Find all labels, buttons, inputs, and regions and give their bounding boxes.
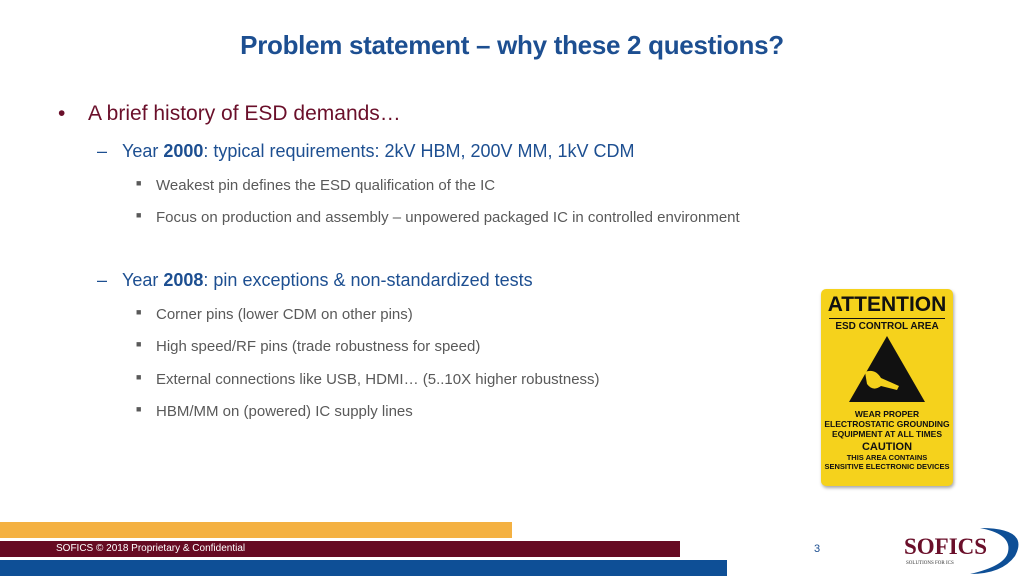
label: Year (122, 270, 164, 290)
bullet-main: A brief history of ESD demands… (88, 102, 401, 125)
label: Year (122, 141, 164, 161)
bullet-dot: • (58, 102, 66, 125)
bullet-year-2008: Year 2008: pin exceptions & non-standard… (122, 270, 533, 291)
year: 2008 (163, 270, 204, 290)
sub-item: Weakest pin defines the ESD qualificatio… (156, 177, 496, 194)
footer-bar-maroon: SOFICS © 2018 Proprietary & Confidential (0, 541, 680, 557)
dash-marker: – (97, 270, 108, 290)
sub-item: HBM/MM on (powered) IC supply lines (156, 403, 413, 420)
footer-bar-orange (0, 522, 512, 538)
sign-attention: ATTENTION (827, 293, 947, 316)
bullet-year-2000: Year 2000: typical requirements: 2kV HBM… (122, 141, 635, 162)
sign-text: WEAR PROPER (854, 409, 920, 419)
esd-attention-sign: ATTENTION ESD CONTROL AREA WEAR PROPER E… (821, 289, 953, 486)
sign-text: THIS AREA CONTAINS (846, 453, 928, 462)
footer-bar-blue (0, 560, 727, 576)
year: 2000 (163, 141, 204, 161)
sign-text: ELECTROSTATIC GROUNDING (824, 419, 950, 429)
sub-item: Corner pins (lower CDM on other pins) (156, 306, 413, 323)
sign-text: SENSITIVE ELECTRONIC DEVICES (824, 462, 950, 471)
slide-title: Problem statement – why these 2 question… (240, 30, 784, 60)
divider (829, 318, 945, 319)
sign-caution: CAUTION (861, 441, 913, 453)
logo-tagline: SOLUTIONS FOR ICS (906, 561, 954, 566)
square-bullet: ■ (136, 339, 142, 349)
dash-marker: – (97, 141, 108, 161)
label: : pin exceptions & non-standardized test… (203, 270, 533, 290)
square-bullet: ■ (136, 307, 142, 317)
square-bullet: ■ (136, 372, 142, 382)
page-number: 3 (814, 543, 821, 555)
sofics-logo: SOFICS SOLUTIONS FOR ICS (870, 524, 1024, 576)
logo-name: SOFICS (904, 534, 988, 559)
square-bullet: ■ (136, 210, 142, 220)
logo-swoosh-icon (970, 528, 1019, 574)
square-bullet: ■ (136, 178, 142, 188)
footer-text: SOFICS © 2018 Proprietary & Confidential (56, 543, 246, 554)
square-bullet: ■ (136, 404, 142, 414)
sub-item: External connections like USB, HDMI… (5.… (156, 371, 600, 388)
sub-item: Focus on production and assembly – unpow… (156, 209, 740, 226)
sign-text: EQUIPMENT AT ALL TIMES (831, 429, 943, 439)
esd-hand-icon (849, 336, 925, 402)
sign-area: ESD CONTROL AREA (835, 321, 939, 332)
sub-item: High speed/RF pins (trade robustness for… (156, 338, 481, 355)
label: : typical requirements: 2kV HBM, 200V MM… (203, 141, 635, 161)
